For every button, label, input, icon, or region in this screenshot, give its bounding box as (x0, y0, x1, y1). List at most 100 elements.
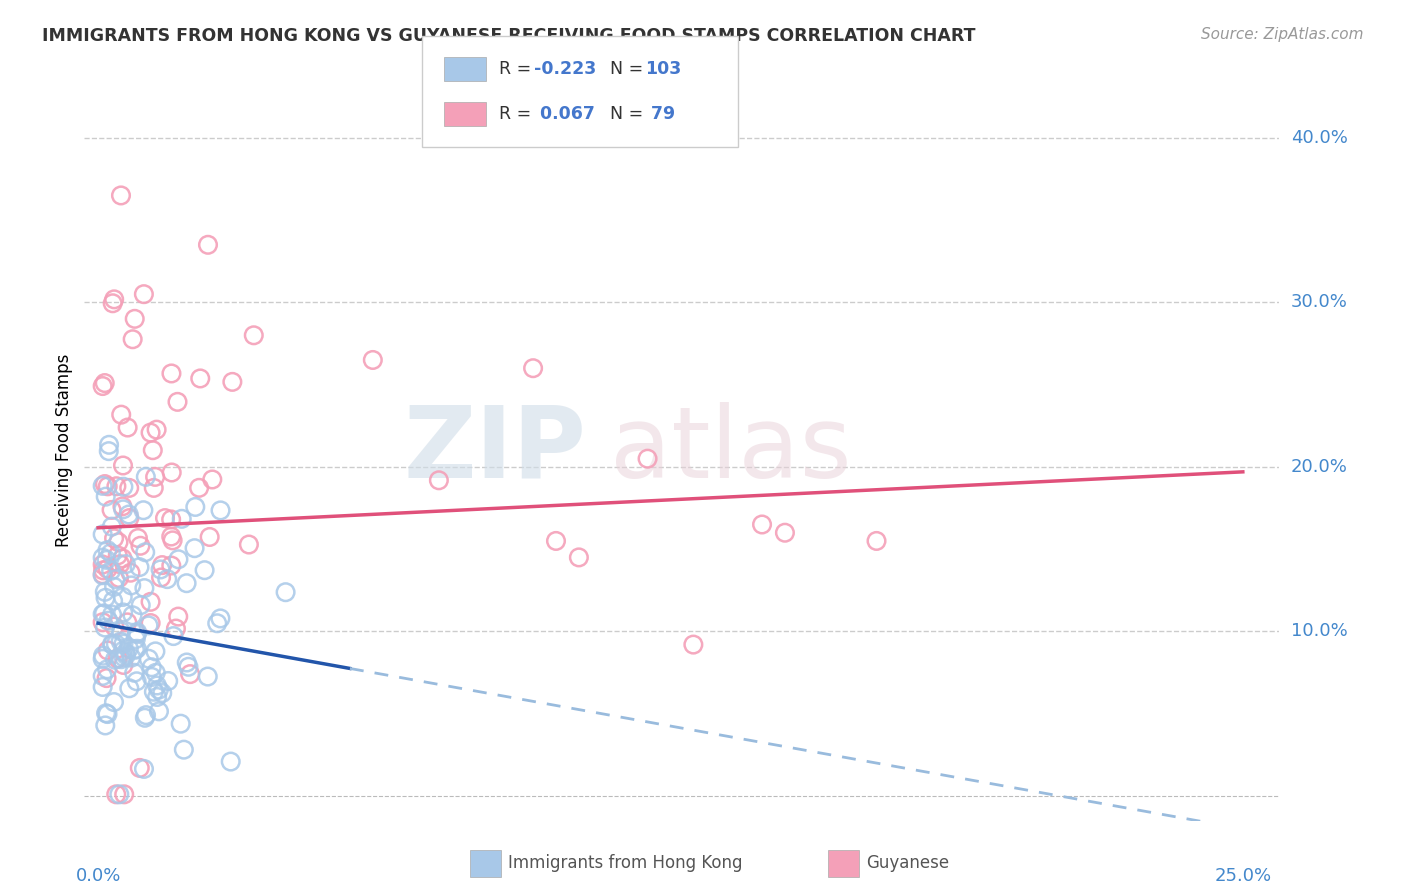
Point (94, 584, 117, 599)
Point (91, 379, 114, 393)
Point (125, 641, 148, 656)
Point (91, 607, 114, 621)
Point (117, 420, 139, 434)
Text: 0.0%: 0.0% (76, 867, 121, 885)
Point (183, 541, 205, 556)
Point (127, 625, 149, 640)
Point (94, 718, 117, 732)
Point (176, 576, 198, 591)
Point (103, 695, 125, 709)
Point (108, 571, 131, 585)
Text: 30.0%: 30.0% (1291, 293, 1347, 311)
Point (134, 581, 156, 595)
Point (132, 503, 155, 517)
Point (115, 648, 138, 662)
Point (118, 481, 141, 495)
Point (142, 685, 165, 699)
Point (162, 629, 184, 643)
Point (107, 549, 129, 563)
Point (91, 680, 114, 694)
Point (91, 669, 114, 683)
Point (96, 671, 118, 685)
Point (143, 470, 166, 484)
Point (97, 444, 120, 458)
Point (132, 287, 155, 301)
Point (194, 563, 217, 577)
Point (112, 657, 135, 672)
Point (118, 508, 141, 522)
Point (176, 656, 198, 670)
Text: Immigrants from Hong Kong: Immigrants from Hong Kong (508, 855, 742, 872)
Point (91, 479, 114, 493)
Point (135, 470, 157, 484)
Point (170, 716, 193, 731)
Point (91, 563, 114, 577)
Point (94, 591, 117, 605)
Point (111, 590, 134, 604)
Point (96, 662, 118, 676)
Point (94, 706, 117, 721)
Point (197, 669, 219, 683)
Point (427, 473, 450, 487)
Point (138, 618, 160, 632)
Point (103, 293, 125, 307)
Point (91, 648, 114, 663)
Point (160, 367, 183, 381)
Point (148, 704, 170, 718)
Point (145, 665, 167, 680)
Point (110, 634, 132, 648)
Point (184, 500, 207, 514)
Text: -0.223: -0.223 (534, 60, 596, 78)
Point (101, 637, 124, 651)
Point (162, 533, 184, 548)
Text: 0.067: 0.067 (534, 105, 595, 123)
Point (103, 580, 125, 594)
Point (124, 643, 146, 657)
Text: 20.0%: 20.0% (1291, 458, 1347, 476)
Point (197, 237, 219, 252)
Point (118, 641, 141, 656)
Point (149, 562, 172, 576)
Point (96, 706, 118, 721)
Point (121, 332, 143, 346)
Point (129, 539, 152, 553)
Point (146, 690, 169, 704)
Point (105, 479, 128, 493)
Point (219, 755, 242, 769)
Point (94, 477, 117, 491)
Point (173, 742, 195, 756)
Point (120, 578, 142, 592)
Point (153, 511, 176, 525)
Point (91, 550, 114, 565)
Text: Guyanese: Guyanese (866, 855, 949, 872)
Y-axis label: Receiving Food Stamps: Receiving Food Stamps (55, 354, 73, 547)
Point (101, 607, 124, 622)
Point (97, 643, 120, 657)
Point (100, 546, 122, 560)
Point (637, 451, 659, 466)
Point (93, 607, 115, 621)
Point (100, 503, 122, 517)
Point (104, 637, 127, 651)
Point (111, 644, 134, 658)
Point (101, 594, 124, 608)
Point (98, 438, 121, 452)
Point (160, 512, 183, 526)
Point (188, 371, 211, 385)
Point (138, 652, 160, 666)
Point (125, 627, 148, 641)
Point (91, 652, 114, 666)
Point (209, 611, 232, 625)
Point (127, 531, 149, 545)
Point (112, 606, 135, 620)
Point (117, 615, 139, 630)
Point (522, 361, 544, 376)
Point (865, 533, 887, 548)
Text: 10.0%: 10.0% (1291, 623, 1347, 640)
Point (361, 353, 384, 368)
Point (160, 530, 183, 544)
Point (221, 375, 243, 389)
Text: N =: N = (610, 105, 650, 123)
Point (94, 621, 117, 635)
Point (128, 560, 150, 574)
